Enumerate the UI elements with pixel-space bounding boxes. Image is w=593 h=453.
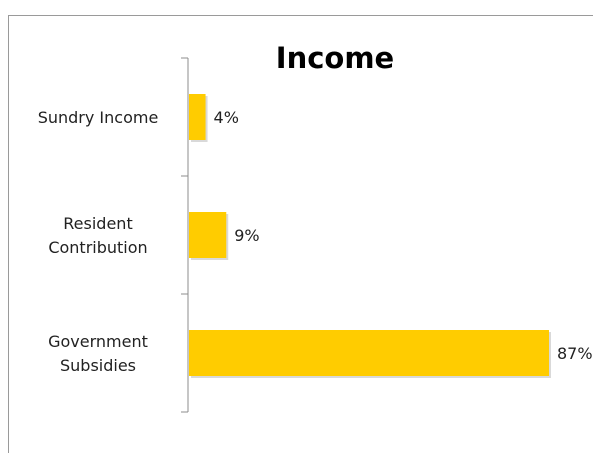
data-label: 87% — [557, 344, 593, 363]
category-label: Sundry Income — [38, 108, 159, 127]
category-label: Resident Contribution — [48, 214, 147, 257]
bar-resident-contribution — [189, 212, 227, 258]
frame-top-border — [8, 15, 593, 16]
category-label: Government Subsidies — [48, 332, 148, 375]
frame-left-border — [8, 15, 9, 453]
bar-sundry-income — [189, 94, 206, 140]
chart-title: Income — [276, 41, 394, 75]
data-label: 9% — [234, 226, 259, 245]
bar-government-subsidies — [189, 330, 549, 376]
data-label: 4% — [214, 108, 239, 127]
